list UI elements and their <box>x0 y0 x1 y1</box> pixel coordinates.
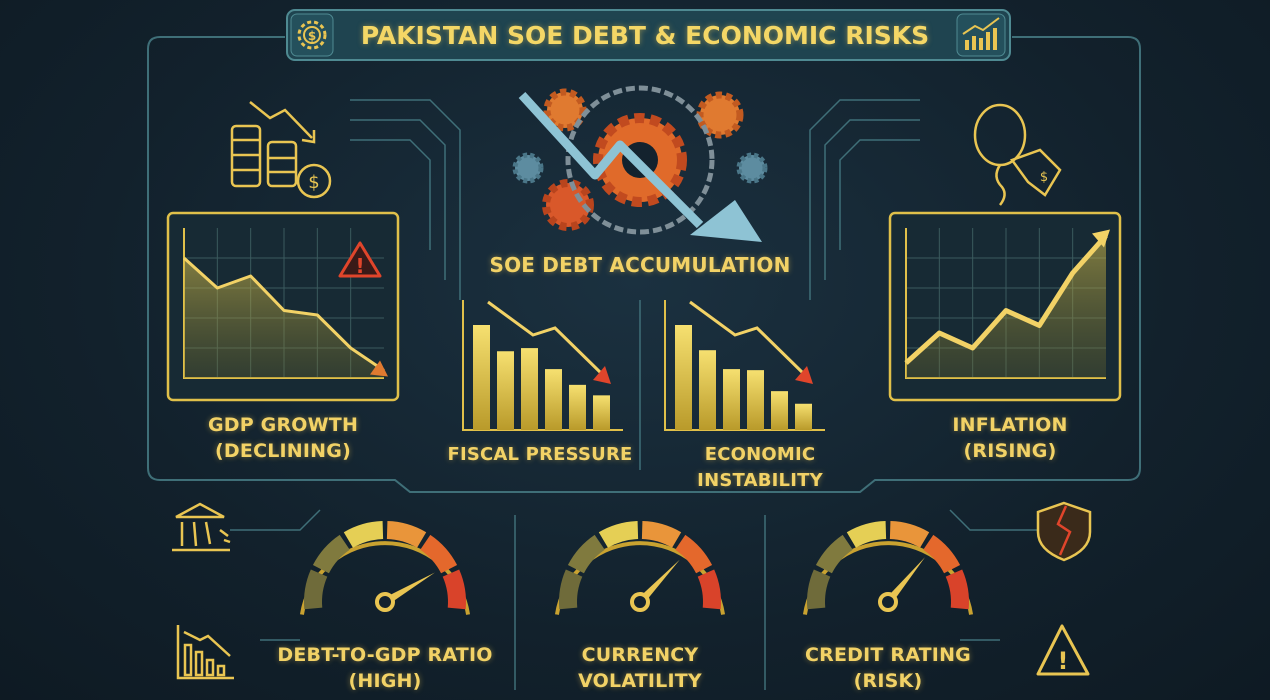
balloon-price-tag-icon: $ <box>973 103 1062 206</box>
warning-icon: ! <box>1036 624 1090 676</box>
gauge-needle <box>637 559 680 605</box>
page-title: PAKISTAN SOE DEBT & ECONOMIC RISKS <box>360 21 930 50</box>
dollar-gear-icon: $ <box>290 13 334 57</box>
gauge-segment <box>641 521 682 548</box>
bar <box>771 391 788 430</box>
gauge-hub <box>375 592 395 612</box>
arrow-head <box>593 366 611 384</box>
trend-arrow <box>487 300 605 377</box>
gauge-segment <box>674 534 713 574</box>
gauges <box>299 521 974 615</box>
bar <box>723 369 740 430</box>
gauge-segment <box>419 534 458 574</box>
inflation-label-line2: (RISING) <box>963 440 1057 462</box>
soe-debt-label: SOE DEBT ACCUMULATION <box>489 253 791 277</box>
coins-down-arrow-icon: $ <box>230 101 332 199</box>
gauge-segment <box>945 569 969 610</box>
gauge-segment <box>304 569 328 610</box>
arrow-head <box>370 360 388 377</box>
gauge-segment <box>343 521 384 548</box>
bar <box>699 350 716 430</box>
gauge-segment <box>889 521 930 548</box>
area-fill <box>184 258 384 378</box>
svg-text:!: ! <box>1058 647 1069 675</box>
inflation-label-line1: INFLATION <box>952 414 1068 436</box>
bar <box>593 395 610 430</box>
gauge-segment <box>567 534 606 574</box>
gauge-segment <box>922 534 961 574</box>
gauge-label-credit: CREDIT RATING (RISK) <box>768 642 1008 694</box>
arrow-head <box>1092 229 1110 248</box>
gauge-label-line1: DEBT-TO-GDP RATIO <box>277 644 493 666</box>
gauge-label-line2: (RISK) <box>853 670 923 692</box>
bar <box>675 325 692 430</box>
bar <box>747 370 764 430</box>
broken-shield-icon <box>1036 501 1092 562</box>
chained-gears-falling-arrow-icon <box>512 85 768 242</box>
fiscal-pressure-bar-chart <box>462 300 623 431</box>
gauge-segment <box>598 521 639 548</box>
svg-text:!: ! <box>355 254 364 278</box>
gauge-hub <box>878 592 898 612</box>
inflation-label: INFLATION (RISING) <box>890 412 1130 464</box>
gauge-segment <box>559 569 583 610</box>
svg-text:$: $ <box>308 29 316 43</box>
gauge-segment <box>386 521 427 548</box>
gdp-label: GDP GROWTH (DECLINING) <box>168 412 398 464</box>
warning-icon: ! <box>338 241 382 278</box>
inflation-line-chart <box>904 228 1110 379</box>
rising-bar-chart-icon <box>956 13 1006 57</box>
gauge-segment <box>815 534 854 574</box>
gauge-segment <box>697 569 721 610</box>
main-frame <box>147 36 1141 493</box>
bar <box>473 325 490 430</box>
arrow-head <box>795 366 813 384</box>
gauge-hub <box>630 592 650 612</box>
bar <box>569 384 586 430</box>
circuit-lines <box>230 99 1040 641</box>
gdp-label-line1: GDP GROWTH <box>207 414 359 436</box>
title-bar <box>286 9 1011 61</box>
bank-collapse-icon <box>172 502 231 552</box>
bar <box>795 403 812 430</box>
bar <box>545 369 562 430</box>
economic-instability-label: ECONOMIC INSTABILITY <box>697 444 823 491</box>
gauge-label-debt-to-gdp: DEBT-TO-GDP RATIO (HIGH) <box>265 642 505 694</box>
economic-instability-bar-chart <box>664 300 825 431</box>
gdp-label-line2: (DECLINING) <box>215 440 351 462</box>
bar <box>521 348 538 430</box>
bar <box>497 351 514 430</box>
gauge-segment <box>312 534 351 574</box>
declining-chart-icon <box>176 625 234 680</box>
gauge-label-line2: (HIGH) <box>348 670 422 692</box>
trend-arrow <box>689 300 807 377</box>
gauge-needle <box>382 572 435 606</box>
gauge-needle <box>884 557 925 605</box>
svg-text:$: $ <box>308 172 319 193</box>
gdp-line-chart <box>182 228 388 379</box>
gauge-label-line1: CURRENCY <box>581 644 699 666</box>
gauge-label-line2: VOLATILITY <box>578 670 702 692</box>
gauge-label-currency: CURRENCY VOLATILITY <box>520 642 760 694</box>
gauge-segment <box>846 521 887 548</box>
gauge-segment <box>442 569 466 610</box>
gauge-segment <box>807 569 831 610</box>
svg-text:$: $ <box>1040 170 1048 185</box>
trend-line <box>904 233 1108 365</box>
fiscal-pressure-label: FISCAL PRESSURE <box>447 444 633 465</box>
gauge-label-line1: CREDIT RATING <box>805 644 971 666</box>
trend-line <box>182 256 385 372</box>
